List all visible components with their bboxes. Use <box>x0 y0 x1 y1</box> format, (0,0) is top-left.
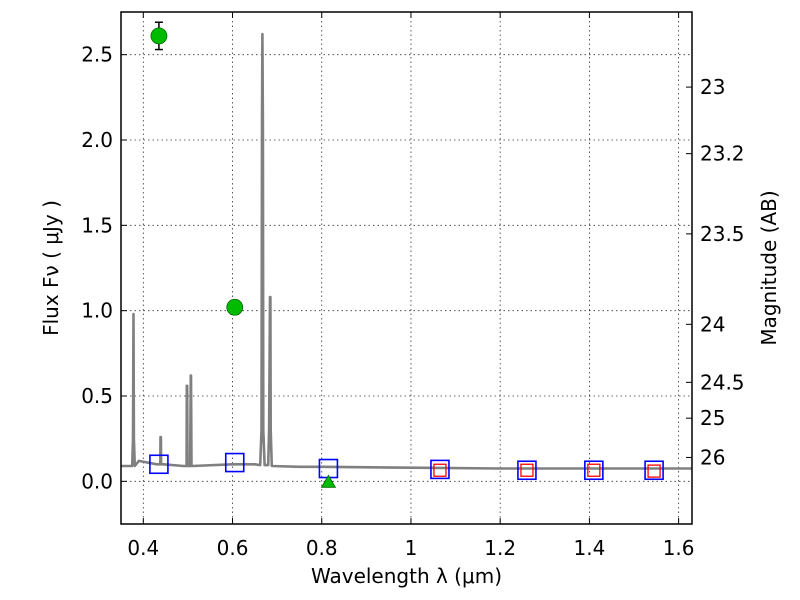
right-tick-label: 23 <box>700 75 725 99</box>
model-spectrum <box>121 32 692 470</box>
model-band-small-square <box>587 463 601 477</box>
x-tick-label: 1.4 <box>573 536 605 560</box>
x-tick-label: 0.6 <box>217 536 249 560</box>
right-axis-label: Magnitude (AB) <box>757 190 781 345</box>
y-tick-label: 0.5 <box>81 384 113 408</box>
y-tick-label: 1.0 <box>81 299 113 323</box>
x-axis-label: Wavelength λ (μm) <box>311 564 502 588</box>
right-tick-label: 23.5 <box>700 222 745 246</box>
model-band-square <box>517 460 537 481</box>
x-tick-label: 1.6 <box>663 536 695 560</box>
photometry-markers <box>149 21 664 488</box>
right-tick-label: 24 <box>700 312 725 336</box>
model-band-square <box>224 452 245 473</box>
right-tick-label: 24.5 <box>700 370 745 394</box>
model-band-square <box>584 460 604 481</box>
y-tick-label: 1.5 <box>81 213 113 237</box>
x-tick-label: 1 <box>405 536 418 560</box>
observed-point <box>150 27 168 45</box>
model-band-small-square <box>520 463 534 477</box>
model-band-small-square <box>647 464 661 478</box>
upper-limit-triangle <box>320 474 337 488</box>
y-axis-label: Flux Fν ( μJy ) <box>39 200 63 336</box>
model-band-small-square <box>433 463 447 477</box>
x-tick-label: 1.2 <box>484 536 516 560</box>
y-tick-label: 2.0 <box>81 128 113 152</box>
grid <box>121 12 692 524</box>
axis-ticks: 0.4 0.6 0.8 1 1.2 1.4 1.6 0.0 0.5 1.0 1.5 2.0 2.5 23 2… <box>81 12 745 560</box>
y-tick-label: 0.0 <box>81 469 113 493</box>
y-tick-label: 2.5 <box>81 43 113 67</box>
x-tick-label: 0.8 <box>306 536 338 560</box>
right-tick-label: 26 <box>700 445 725 469</box>
model-band-square <box>430 459 450 480</box>
model-band-square <box>149 454 169 475</box>
model-band-square <box>644 460 664 481</box>
observed-point <box>226 298 244 316</box>
right-tick-label: 25 <box>700 406 725 430</box>
spectrum-line <box>121 32 692 470</box>
x-tick-label: 0.4 <box>127 536 159 560</box>
right-tick-label: 23.2 <box>700 142 745 166</box>
plot-frame <box>120 11 693 525</box>
